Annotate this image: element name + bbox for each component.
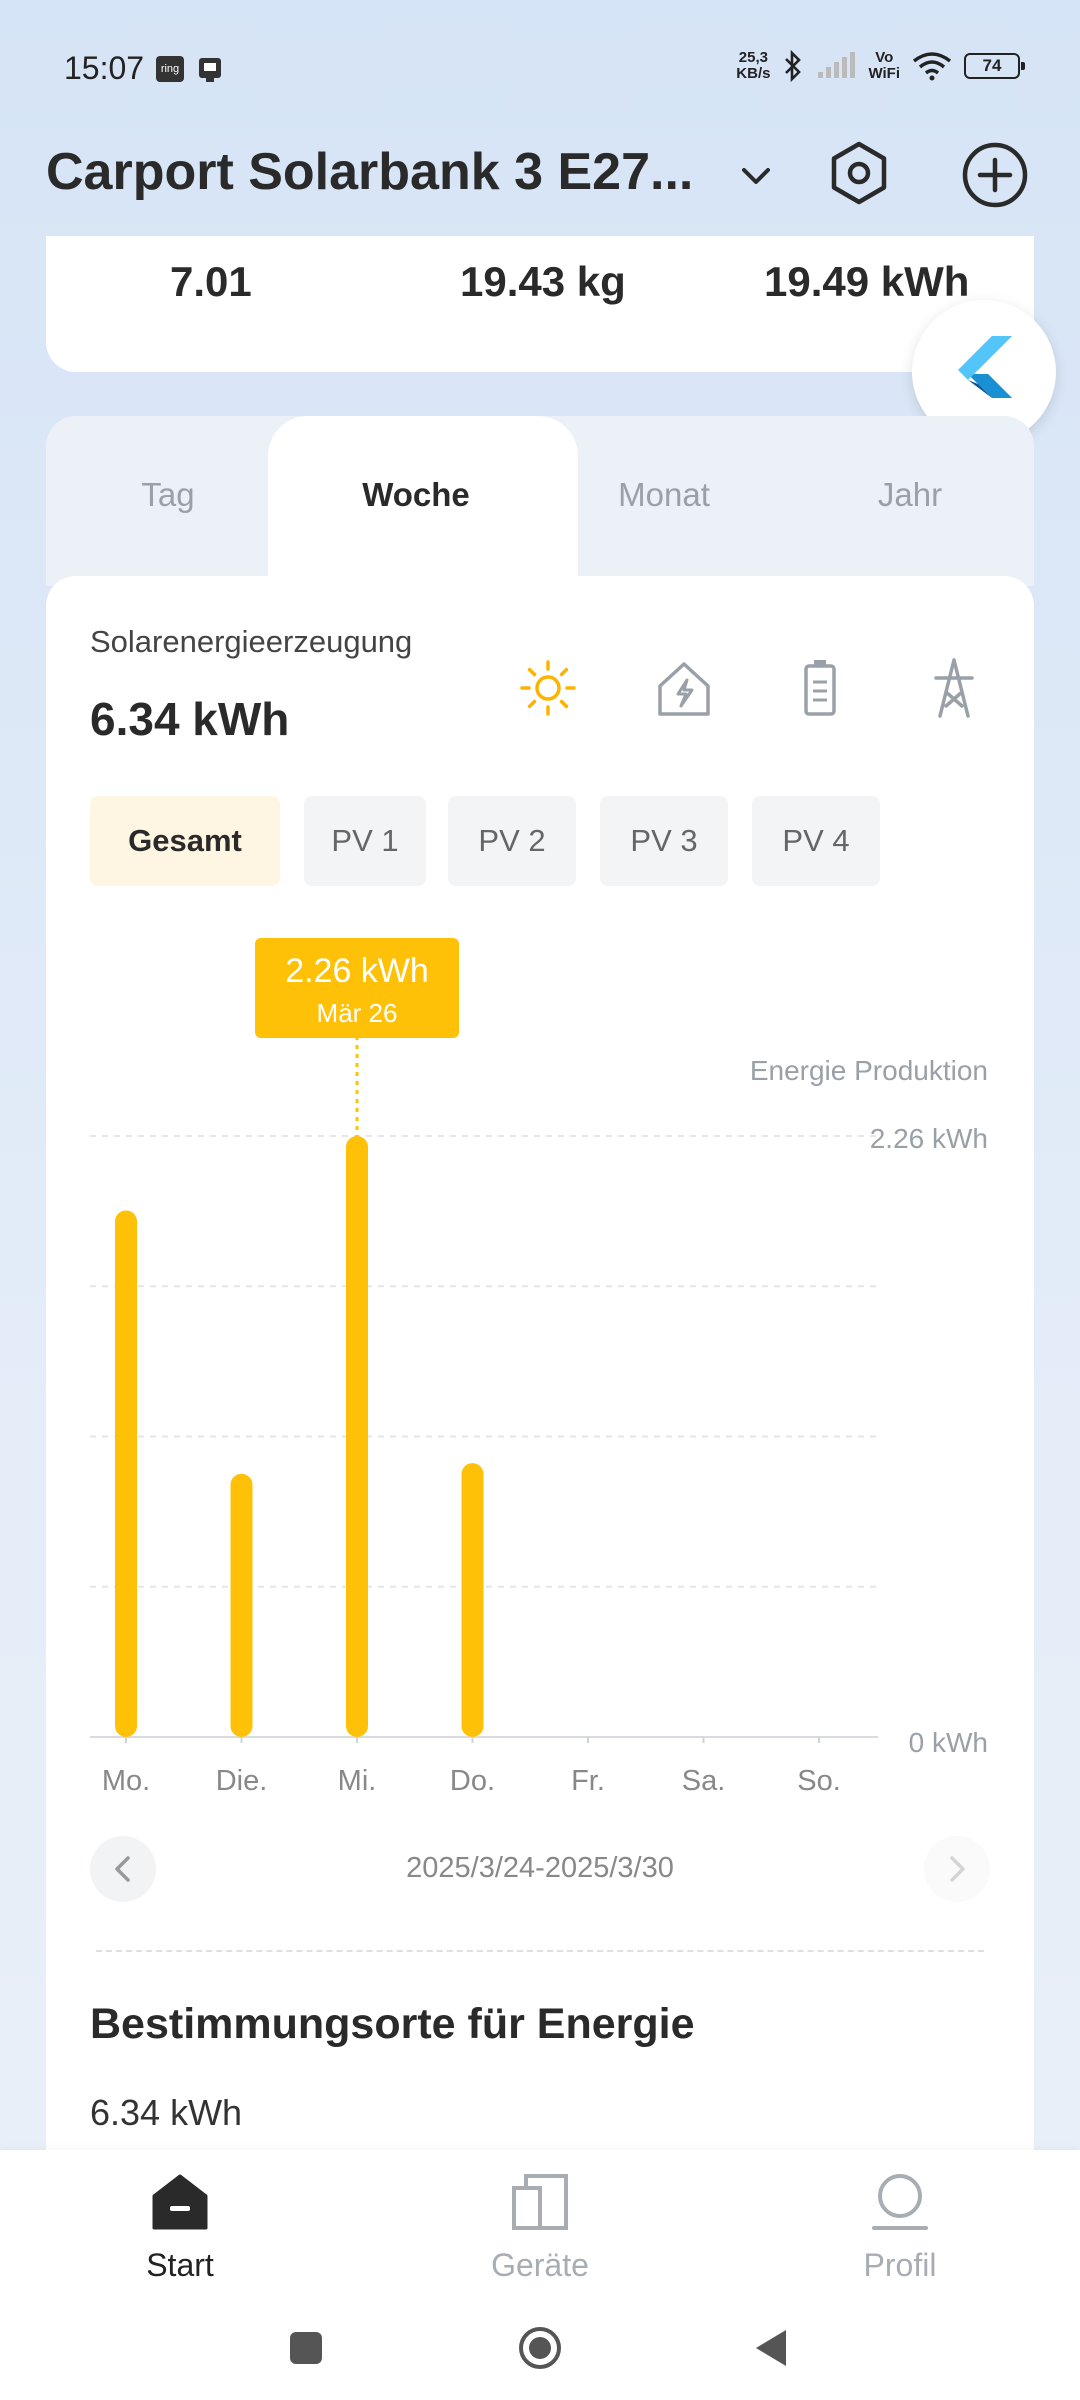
chevron-down-icon[interactable]	[736, 156, 776, 196]
x-tick-label: So.	[797, 1765, 841, 1797]
tooltip-box	[255, 938, 459, 1038]
y-axis-top-label: 2.26 kWh	[870, 1123, 988, 1154]
x-tick-label: Mo.	[102, 1765, 150, 1797]
network-speed: 25,3 KB/s	[736, 49, 771, 82]
x-tick-label: Mi.	[338, 1765, 377, 1797]
status-time: 15:07	[64, 50, 145, 86]
stat-value-3: 19.49 kWh	[764, 258, 970, 305]
status-bar: 15:07 ring 25,3 KB/s Vo WiFi 74	[0, 0, 1080, 140]
tab-active-background	[268, 416, 578, 596]
tab-jahr[interactable]: Jahr	[877, 476, 943, 513]
nav-profil[interactable]: Profil	[780, 2170, 1020, 2284]
nav-start[interactable]: Start	[60, 2170, 300, 2284]
date-range: 2025/3/24-2025/3/30	[406, 1852, 674, 1884]
profile-icon	[872, 2174, 928, 2230]
x-tick-label: Fr.	[571, 1765, 605, 1797]
home-button-icon[interactable]	[510, 2318, 570, 2378]
volte-wifi-label: Vo WiFi	[868, 49, 900, 82]
stats-card	[46, 236, 1034, 372]
bar-mo	[115, 1210, 137, 1737]
destinations-value: 6.34 kWh	[90, 2092, 243, 2133]
battery-icon[interactable]	[788, 656, 852, 720]
section-divider	[96, 1950, 984, 1952]
home-icon	[152, 2174, 208, 2230]
x-tick-label: Sa.	[682, 1765, 726, 1797]
bar-die	[230, 1473, 253, 1737]
tooltip-value: 2.26 kWh	[285, 952, 429, 990]
signal-icon	[818, 52, 856, 78]
panel-subtitle: Solarenergieerzeugung	[90, 624, 413, 659]
grid-tower-icon[interactable]	[922, 656, 986, 720]
bluetooth-icon	[785, 50, 802, 82]
add-icon[interactable]	[960, 140, 1030, 210]
battery-icon: 74	[964, 53, 1025, 79]
chevron-left-icon	[115, 1856, 130, 1882]
notification-app-icon	[196, 56, 226, 84]
chip-pv3[interactable]: PV 3	[600, 796, 728, 886]
destinations-title: Bestimmungsorte für Energie	[90, 2000, 695, 2048]
y-axis-bottom-label: 0 kWh	[909, 1727, 988, 1758]
ring-app-icon: ring	[156, 56, 184, 82]
nav-geraete[interactable]: Geräte	[420, 2170, 660, 2284]
flutter-icon	[958, 336, 1012, 398]
chip-pv1[interactable]: PV 1	[304, 796, 426, 886]
chart-legend: Energie Produktion	[750, 1055, 988, 1086]
chevron-right-icon	[950, 1856, 965, 1882]
previous-week-button[interactable]	[90, 1836, 156, 1902]
header: Carport Solarbank 3 E27...	[0, 130, 1080, 240]
wifi-icon	[912, 52, 952, 81]
x-tick-label: Die.	[216, 1765, 268, 1797]
back-icon[interactable]	[744, 2318, 804, 2378]
panel-value: 6.34 kWh	[90, 693, 290, 745]
chip-gesamt[interactable]: Gesamt	[90, 796, 280, 886]
stat-value-1: 7.01	[170, 258, 252, 305]
tooltip-date: Mär 26	[317, 998, 398, 1028]
bar-mi	[346, 1136, 368, 1737]
x-tick-label: Do.	[450, 1765, 495, 1797]
bar-do	[461, 1463, 484, 1737]
home-lightning-icon[interactable]	[652, 656, 716, 720]
chip-pv2[interactable]: PV 2	[448, 796, 576, 886]
sun-icon[interactable]	[516, 656, 580, 720]
tab-woche[interactable]: Woche	[362, 476, 470, 513]
settings-icon[interactable]	[826, 140, 892, 206]
chip-pv4[interactable]: PV 4	[752, 796, 880, 886]
tab-tag[interactable]: Tag	[141, 476, 195, 513]
stat-value-2: 19.43 kg	[460, 258, 626, 305]
tab-monat[interactable]: Monat	[618, 476, 710, 513]
site-title[interactable]: Carport Solarbank 3 E27...	[46, 143, 694, 201]
next-week-button[interactable]	[924, 1836, 990, 1902]
recent-apps-icon[interactable]	[276, 2318, 336, 2378]
devices-icon	[512, 2174, 568, 2230]
